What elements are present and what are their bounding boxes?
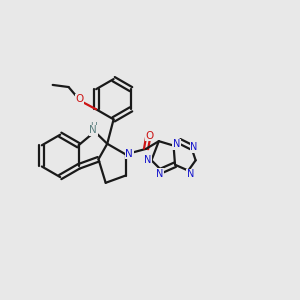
Text: N: N (89, 125, 97, 135)
Text: O: O (146, 131, 154, 141)
Text: N: N (144, 155, 152, 165)
Text: N: N (125, 149, 133, 159)
Text: H: H (90, 122, 97, 131)
Text: O: O (76, 94, 84, 104)
Text: N: N (190, 142, 198, 152)
Text: N: N (156, 169, 163, 178)
Text: N: N (173, 139, 180, 149)
Text: N: N (187, 169, 194, 179)
